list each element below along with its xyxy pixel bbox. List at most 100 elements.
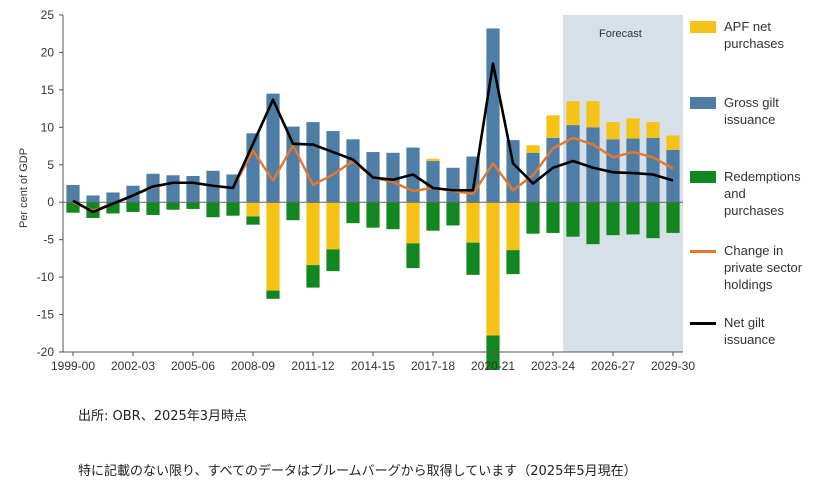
legend-swatch-apf bbox=[690, 21, 716, 33]
bar-apf-2009-10 bbox=[266, 202, 280, 291]
bar-apf-2023-24 bbox=[546, 115, 560, 138]
bar-gross-2018-19 bbox=[446, 167, 460, 203]
y-tick-label: -15 bbox=[37, 308, 55, 322]
legend-item-apf: APF net purchases bbox=[690, 18, 824, 52]
legend-swatch-private bbox=[690, 250, 716, 253]
y-axis-label: Per cent of GDP bbox=[18, 148, 30, 228]
bar-gross-2011-12 bbox=[306, 122, 320, 203]
x-tick-label: 2017-18 bbox=[411, 359, 455, 373]
source-text: 出所: OBR、2025年3月時点 bbox=[78, 409, 248, 424]
x-tick-label: 2002-03 bbox=[111, 359, 155, 373]
bar-gross-2024-25 bbox=[566, 125, 580, 203]
bar-gross-2027-28 bbox=[626, 138, 640, 203]
bar-redemptions-2019-20 bbox=[466, 242, 480, 275]
bar-redemptions-2002-03 bbox=[126, 202, 140, 212]
x-tick-label: 2026-27 bbox=[591, 359, 635, 373]
bar-redemptions-2025-26 bbox=[586, 202, 600, 245]
legend-label-redemptions: Redemptions and purchases bbox=[724, 169, 801, 218]
y-tick-label: 15 bbox=[41, 83, 55, 97]
x-tick-label: 2020-21 bbox=[471, 359, 515, 373]
x-tick-label: 1999-00 bbox=[51, 359, 95, 373]
bar-gross-2000-01 bbox=[86, 195, 100, 203]
y-tick-label: 5 bbox=[47, 158, 54, 172]
bar-gross-2015-16 bbox=[386, 152, 400, 203]
x-tick-label: 2023-24 bbox=[531, 359, 575, 373]
bar-gross-2028-29 bbox=[646, 137, 660, 203]
bar-redemptions-2014-15 bbox=[366, 202, 380, 228]
bar-gross-1999-00 bbox=[66, 184, 80, 203]
bar-gross-2004-05 bbox=[166, 175, 180, 203]
bar-gross-2010-11 bbox=[286, 126, 300, 203]
bar-redemptions-2023-24 bbox=[546, 202, 560, 233]
bar-apf-2022-23 bbox=[526, 145, 540, 153]
bar-redemptions-2013-14 bbox=[346, 202, 360, 224]
bar-apf-2024-25 bbox=[566, 101, 580, 126]
legend-swatch-net bbox=[690, 322, 716, 325]
bar-redemptions-2018-19 bbox=[446, 202, 460, 226]
bar-apf-2020-21 bbox=[486, 202, 500, 336]
bar-redemptions-2012-13 bbox=[326, 249, 340, 272]
y-tick-label: -10 bbox=[37, 270, 55, 284]
bar-redemptions-2017-18 bbox=[426, 202, 440, 231]
legend-swatch-redemptions bbox=[690, 171, 716, 183]
bar-redemptions-2011-12 bbox=[306, 265, 320, 288]
bar-gross-2020-21 bbox=[486, 28, 500, 203]
bar-redemptions-2009-10 bbox=[266, 290, 280, 299]
bar-gross-2025-26 bbox=[586, 127, 600, 203]
bar-gross-2021-22 bbox=[506, 140, 520, 203]
legend-swatch-gross bbox=[690, 97, 716, 109]
x-tick-label: 2029-30 bbox=[651, 359, 695, 373]
bar-gross-2013-14 bbox=[346, 139, 360, 203]
footnote-text: 特に記載のない限り、すべてのデータはブルームバーグから取得しています（2025年… bbox=[78, 464, 637, 479]
bar-redemptions-2005-06 bbox=[186, 202, 200, 209]
legend-label-apf: APF net purchases bbox=[724, 19, 784, 51]
bar-apf-2028-29 bbox=[646, 122, 660, 138]
bar-gross-2017-18 bbox=[426, 161, 440, 203]
y-tick-label: -20 bbox=[37, 345, 55, 359]
bar-gross-2001-02 bbox=[106, 192, 120, 203]
bar-redemptions-1999-00 bbox=[66, 202, 80, 213]
forecast-shading bbox=[563, 15, 683, 352]
legend-item-net: Net gilt issuance bbox=[690, 314, 824, 348]
bar-redemptions-2029-30 bbox=[666, 202, 680, 233]
bar-redemptions-2004-05 bbox=[166, 202, 180, 210]
bar-redemptions-2006-07 bbox=[206, 202, 220, 218]
bar-redemptions-2015-16 bbox=[386, 202, 400, 230]
bar-apf-2027-28 bbox=[626, 118, 640, 139]
bar-apf-2019-20 bbox=[466, 202, 480, 243]
bar-apf-2017-18 bbox=[426, 158, 440, 162]
legend-label-private: Change in private sector holdings bbox=[724, 243, 803, 292]
bar-redemptions-2010-11 bbox=[286, 202, 300, 221]
bar-redemptions-2003-04 bbox=[146, 202, 160, 215]
bar-redemptions-2007-08 bbox=[226, 202, 240, 216]
legend-item-gross: Gross gilt issuance bbox=[690, 94, 824, 128]
bar-apf-2025-26 bbox=[586, 101, 600, 128]
bar-apf-2012-13 bbox=[326, 202, 340, 250]
bar-apf-2008-09 bbox=[246, 202, 260, 217]
y-tick-label: 0 bbox=[47, 195, 54, 209]
bar-gross-2005-06 bbox=[186, 176, 200, 203]
forecast-label: Forecast bbox=[599, 28, 642, 40]
legend-label-gross: Gross gilt issuance bbox=[724, 95, 779, 127]
bar-redemptions-2001-02 bbox=[106, 202, 120, 214]
bar-redemptions-2027-28 bbox=[626, 202, 640, 235]
bar-redemptions-2028-29 bbox=[646, 202, 660, 239]
bar-redemptions-2022-23 bbox=[526, 202, 540, 234]
x-tick-label: 2008-09 bbox=[231, 359, 275, 373]
bar-redemptions-2008-09 bbox=[246, 216, 260, 225]
legend-item-private: Change in private sector holdings bbox=[690, 242, 824, 293]
net-gilt-line bbox=[72, 62, 674, 214]
x-tick-label: 2005-06 bbox=[171, 359, 215, 373]
bar-gross-2022-23 bbox=[526, 152, 540, 203]
bar-apf-2021-22 bbox=[506, 202, 520, 251]
bar-gross-2029-30 bbox=[666, 149, 680, 203]
bar-apf-2029-30 bbox=[666, 135, 680, 150]
bar-redemptions-2024-25 bbox=[566, 202, 580, 237]
y-tick-label: 20 bbox=[41, 45, 55, 59]
y-tick-label: 10 bbox=[41, 120, 55, 134]
legend-label-net: Net gilt issuance bbox=[724, 315, 776, 347]
x-tick-label: 2014-15 bbox=[351, 359, 395, 373]
bar-apf-2026-27 bbox=[606, 122, 620, 140]
line-layer bbox=[72, 62, 674, 214]
